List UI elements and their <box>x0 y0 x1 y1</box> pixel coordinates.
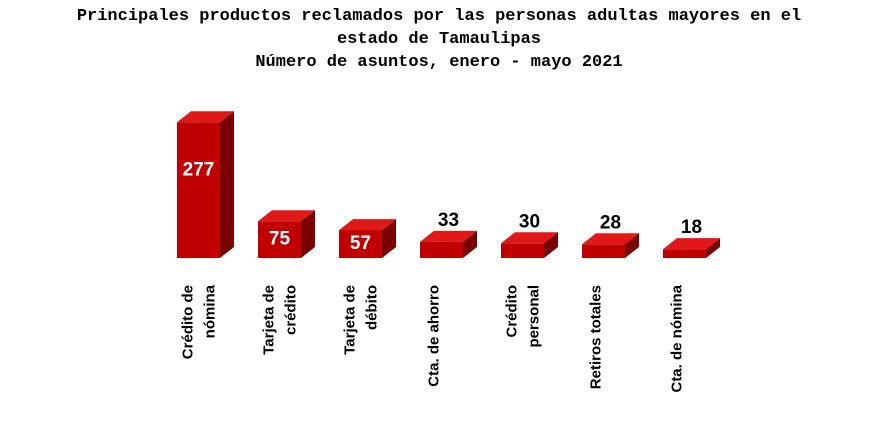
bar-top <box>258 210 315 222</box>
bar-top <box>420 230 477 242</box>
bar-side <box>301 210 315 258</box>
bar <box>501 243 544 258</box>
bar <box>663 249 706 258</box>
x-tick-label: Cta. de ahorro <box>426 285 443 387</box>
x-tick-label: Tarjeta de débito <box>342 285 381 355</box>
x-tick-label: Tarjeta de crédito <box>261 285 300 355</box>
value-label: 277 <box>183 159 215 180</box>
bar <box>177 122 220 259</box>
value-label: 57 <box>350 233 371 254</box>
bar-top <box>339 219 396 231</box>
chart-title: Principales productos reclamados por las… <box>77 7 801 49</box>
bar-side <box>706 238 720 258</box>
x-tick-label: Cta. de nómina <box>669 284 686 392</box>
bar-top <box>501 232 558 244</box>
value-label: 75 <box>269 229 291 250</box>
bar <box>258 221 301 258</box>
value-label: 28 <box>600 212 621 233</box>
bar-side <box>463 230 477 258</box>
bar-top <box>582 233 639 245</box>
value-label: 18 <box>681 217 702 238</box>
value-label: 33 <box>438 210 459 231</box>
bar <box>339 230 382 258</box>
x-tick-label: Crédito personal <box>504 285 543 348</box>
bar <box>420 241 463 258</box>
bar-side <box>544 232 558 258</box>
x-tick-label: Crédito de nómina <box>180 284 219 359</box>
bar-top <box>663 238 720 250</box>
bar-side <box>220 111 234 259</box>
x-tick-label: Retiros totales <box>588 285 605 389</box>
bar-side <box>625 233 639 258</box>
bar-side <box>382 219 396 258</box>
chart-subtitle: Número de asuntos, enero - mayo 2021 <box>255 53 622 72</box>
bar-top <box>177 111 234 123</box>
bar <box>582 244 625 258</box>
value-label: 30 <box>519 211 540 232</box>
